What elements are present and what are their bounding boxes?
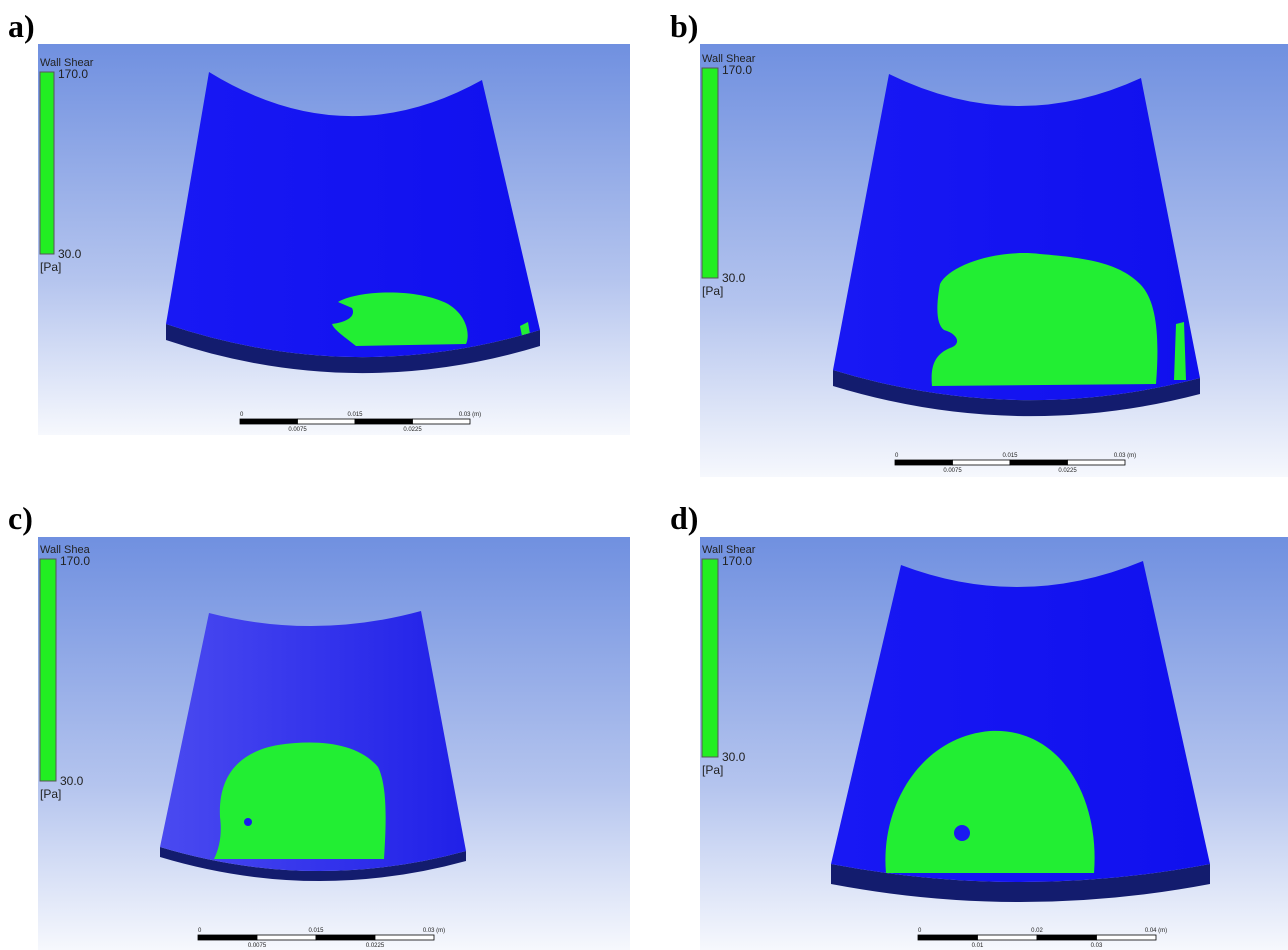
scale-bar-label: 0.0075: [288, 427, 307, 433]
legend-unit: [Pa]: [702, 763, 723, 777]
scale-bar-label: 0.0075: [248, 943, 267, 949]
scale-bar-label: 0.03 (m): [423, 928, 445, 934]
legend-min: 30.0: [58, 247, 82, 261]
panel-label: a): [8, 8, 35, 45]
scale-bar-segment: [1037, 935, 1097, 940]
legend-max: 170.0: [60, 554, 90, 568]
legend-min: 30.0: [722, 271, 746, 285]
panel-label: d): [670, 500, 698, 537]
scale-bar-label: 0.0225: [366, 943, 385, 949]
scale-bar-label: 0.015: [347, 412, 363, 418]
scale-bar-label: 0.03 (m): [459, 412, 481, 418]
scale-bar-segment: [895, 460, 953, 465]
colorbar: [702, 559, 718, 757]
scale-bar-segment: [953, 460, 1011, 465]
figure: {"panels": [ {"label": "a)", "legend": {…: [0, 0, 1288, 950]
scale-bar-segment: [1097, 935, 1157, 940]
scale-bar-label: 0.01: [972, 943, 984, 949]
low-shear-spot: [244, 818, 252, 826]
scale-bar-segment: [1068, 460, 1126, 465]
scale-bar-label: 0.0225: [403, 427, 422, 433]
scale-bar-segment: [240, 419, 298, 424]
scale-bar-label: 0.0075: [943, 468, 962, 474]
legend-min: 30.0: [722, 750, 746, 764]
colorbar: [40, 559, 56, 781]
panel-label: b): [670, 8, 698, 45]
scale-bar-segment: [298, 419, 356, 424]
legend-unit: [Pa]: [702, 284, 723, 298]
legend-max: 170.0: [722, 554, 752, 568]
colorbar: [40, 72, 54, 254]
panel-label: c): [8, 500, 33, 537]
scale-bar-label: 0.03 (m): [1114, 453, 1136, 459]
legend-unit: [Pa]: [40, 260, 61, 274]
colorbar: [702, 68, 718, 278]
scale-bar-label: 0.0225: [1058, 468, 1077, 474]
scale-bar-segment: [375, 935, 434, 940]
scale-bar-segment: [316, 935, 375, 940]
scale-bar-label: 0.04 (m): [1145, 928, 1167, 934]
scale-bar-label: 0.015: [308, 928, 324, 934]
scale-bar-label: 0.02: [1031, 928, 1043, 934]
legend-min: 30.0: [60, 774, 84, 788]
scale-bar-segment: [1010, 460, 1068, 465]
scale-bar-segment: [978, 935, 1038, 940]
scale-bar-segment: [918, 935, 978, 940]
legend-unit: [Pa]: [40, 787, 61, 801]
scale-bar-segment: [257, 935, 316, 940]
scale-bar-segment: [413, 419, 471, 424]
scale-bar-label: 0.03: [1091, 943, 1103, 949]
legend-max: 170.0: [58, 67, 88, 81]
low-shear-spot: [954, 825, 970, 841]
legend-max: 170.0: [722, 63, 752, 77]
scale-bar-segment: [355, 419, 413, 424]
scale-bar-label: 0.015: [1002, 453, 1018, 459]
scale-bar-segment: [198, 935, 257, 940]
